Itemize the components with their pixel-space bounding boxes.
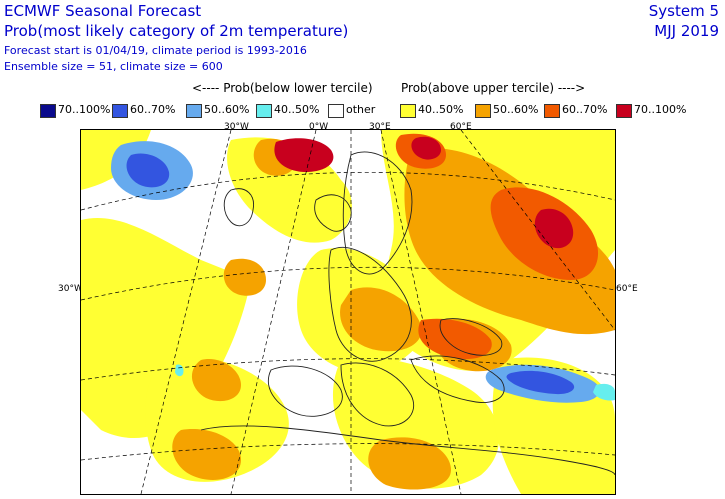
lon-label-30e: 30°E [369, 122, 391, 132]
above-tercile-label: Prob(above upper tercile) ----> [401, 81, 586, 95]
legend-swatch [400, 104, 416, 118]
lon-label-0w: 0°W [309, 122, 329, 132]
legend-label: 50..60% [204, 103, 250, 116]
legend-label: 50..60% [493, 103, 539, 116]
legend-label: other [346, 103, 376, 116]
legend-swatch [186, 104, 202, 118]
below-tercile-label: <---- Prob(below lower tercile) [192, 81, 373, 95]
legend-swatch [544, 104, 560, 118]
legend-swatch [40, 104, 56, 118]
legend-swatch [256, 104, 272, 118]
lon-label-30w: 30°W [224, 122, 249, 132]
legend-label: 70..100% [634, 103, 687, 116]
legend-label: 40..50% [418, 103, 464, 116]
map-title: ECMWF Seasonal Forecast [4, 2, 202, 20]
graticule-lines [81, 130, 615, 494]
legend-label: 40..50% [274, 103, 320, 116]
ensemble-info: Ensemble size = 51, climate size = 600 [4, 60, 223, 73]
legend-swatch [616, 104, 632, 118]
map-canvas [81, 130, 615, 494]
lat-label-left: 30°W [58, 284, 83, 294]
legend-label: 60..70% [130, 103, 176, 116]
legend-label: 60..70% [562, 103, 608, 116]
coastlines [200, 151, 615, 476]
map-subtitle: Prob(most likely category of 2m temperat… [4, 22, 349, 40]
lat-label-right: 60°E [616, 284, 638, 294]
forecast-info: Forecast start is 01/04/19, climate peri… [4, 44, 307, 57]
system-label: System 5 [648, 2, 719, 20]
legend-swatch [112, 104, 128, 118]
legend-label: 70..100% [58, 103, 111, 116]
legend-swatch [328, 104, 344, 118]
period-label: MJJ 2019 [654, 22, 719, 40]
prob-below-areas [111, 141, 615, 403]
forecast-map [80, 129, 616, 495]
lon-label-60e: 60°E [450, 122, 472, 132]
legend-swatch [475, 104, 491, 118]
